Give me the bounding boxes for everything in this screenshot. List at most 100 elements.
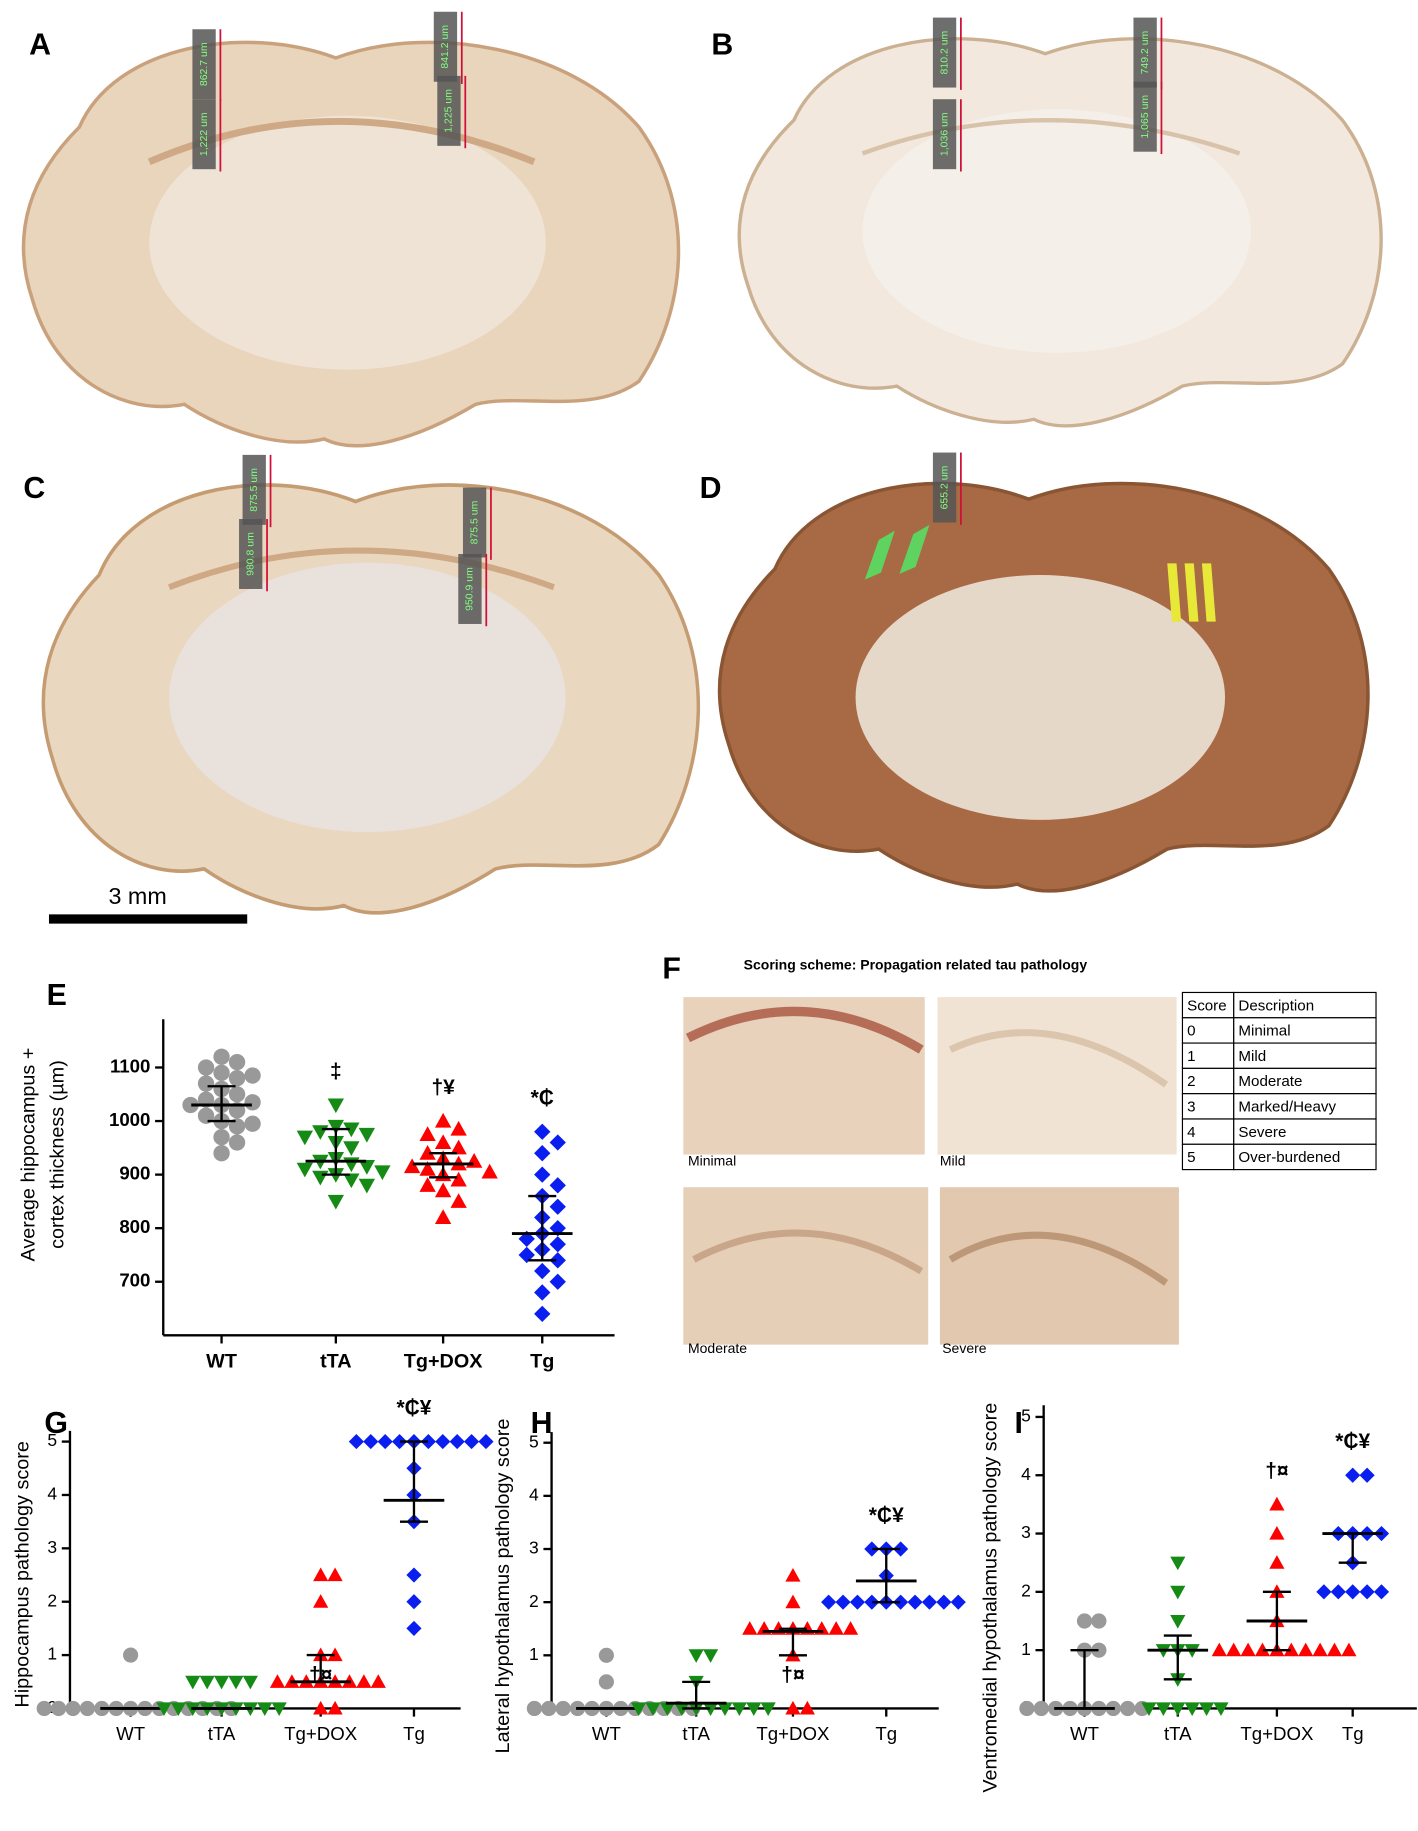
data-point [419, 1177, 436, 1192]
table-text: 0 [1187, 1023, 1195, 1040]
data-point [1213, 1702, 1229, 1717]
data-point [1269, 1555, 1285, 1569]
measurement-label: 862.7 um [199, 42, 210, 86]
data-point [549, 1273, 566, 1290]
x-tick-label: Tg [875, 1723, 897, 1744]
table-text: Description [1238, 997, 1314, 1014]
annotation: *₵¥ [1335, 1430, 1370, 1453]
y-tick-label: 5 [529, 1431, 539, 1451]
section-b [737, 37, 1383, 428]
data-point [327, 1119, 345, 1135]
y-tick-label: 3 [1021, 1522, 1031, 1542]
annotation: ‡ [330, 1060, 342, 1083]
data-point [864, 1594, 880, 1610]
table-text: 2 [1187, 1073, 1195, 1090]
panel-label: G [44, 1407, 68, 1440]
table-text: Marked/Heavy [1238, 1099, 1336, 1116]
data-point [213, 1675, 230, 1690]
data-point [403, 1158, 421, 1174]
x-tick-label: WT [1070, 1723, 1099, 1744]
table-text: Mild [1238, 1048, 1266, 1065]
data-point [228, 1070, 246, 1087]
data-point [950, 1594, 966, 1610]
annotation: †¥ [431, 1076, 455, 1099]
y-tick-label: 3 [47, 1537, 57, 1557]
data-point [1141, 1702, 1157, 1717]
data-point [197, 1075, 215, 1092]
y-tick-label: 1 [529, 1644, 539, 1664]
data-point [434, 1182, 452, 1198]
measurement-box [239, 519, 263, 589]
data-point [702, 1702, 719, 1717]
measurement-box [192, 29, 216, 100]
data-point [1170, 1614, 1186, 1629]
data-point [717, 1702, 733, 1717]
y-tick-label: 1 [47, 1644, 57, 1664]
panel-label: B [711, 29, 733, 62]
data-point [327, 1647, 343, 1662]
data-point [343, 1122, 360, 1138]
table-cell [1233, 1093, 1377, 1120]
data-point [785, 1594, 801, 1609]
data-point [1330, 1584, 1346, 1600]
y-tick-label: 1000 [109, 1109, 150, 1130]
table-text: Moderate [1238, 1073, 1302, 1090]
data-point [849, 1594, 866, 1610]
y-tick-label: 700 [119, 1270, 150, 1291]
section-a [21, 40, 681, 448]
data-point [731, 1702, 747, 1717]
data-point [419, 1161, 436, 1176]
data-point [213, 1064, 230, 1082]
measurement-label: 1,065 um [1140, 95, 1151, 139]
x-tick-label: WT [592, 1723, 621, 1744]
y-tick-label: 2 [47, 1590, 57, 1610]
data-point [312, 1125, 329, 1140]
data-point [450, 1193, 467, 1208]
data-point [312, 1170, 329, 1186]
data-point [549, 1177, 566, 1194]
charts: E Average hippocampus + cortex thickness (… [12, 979, 1417, 1793]
data-point [228, 1675, 244, 1690]
data-point [842, 1621, 859, 1635]
data-point [213, 1145, 230, 1162]
data-point [549, 1198, 566, 1215]
data-point [760, 1702, 776, 1717]
data-point [864, 1541, 880, 1557]
data-point [356, 1674, 372, 1688]
panel-label: C [23, 472, 45, 505]
data-point [449, 1434, 465, 1450]
data-point [659, 1702, 675, 1717]
scoring-table: Score Description 0 Minimal 1 Mild 2 Moderate 3 M… [1181, 991, 1377, 1171]
x-tick-label: tTA [208, 1723, 236, 1744]
data-point [450, 1171, 467, 1187]
data-point [228, 1134, 246, 1151]
data-point [785, 1568, 801, 1582]
data-point [313, 1567, 329, 1582]
data-point [674, 1702, 690, 1717]
y-axis-label: Ventromedial hypothalamus pathology scor… [979, 1403, 1001, 1793]
data-point [197, 1107, 215, 1124]
data-point [434, 1112, 452, 1128]
measurement-label: 810.2 um [939, 30, 950, 74]
data-point [1326, 1642, 1343, 1657]
data-point [327, 1700, 343, 1715]
data-point [1345, 1584, 1361, 1600]
data-point [327, 1098, 345, 1114]
y-tick-label: 4 [1021, 1464, 1031, 1484]
y-tick-label: 3 [529, 1538, 539, 1558]
measurement-label: 980.8 um [245, 532, 256, 576]
data-point [598, 1647, 614, 1663]
annotation: *₵ [531, 1087, 554, 1110]
measurement-box [932, 452, 957, 523]
data-point [377, 1434, 393, 1450]
data-point [450, 1139, 467, 1155]
panel-label: I [1015, 1407, 1023, 1440]
table-cell [1233, 991, 1377, 1019]
data-point [1316, 1584, 1332, 1600]
data-point [1120, 1700, 1136, 1717]
data-point [343, 1173, 360, 1189]
table-text: 4 [1187, 1124, 1195, 1141]
table-text: Over-burdened [1238, 1149, 1340, 1166]
annotation: †¤ [309, 1663, 333, 1686]
